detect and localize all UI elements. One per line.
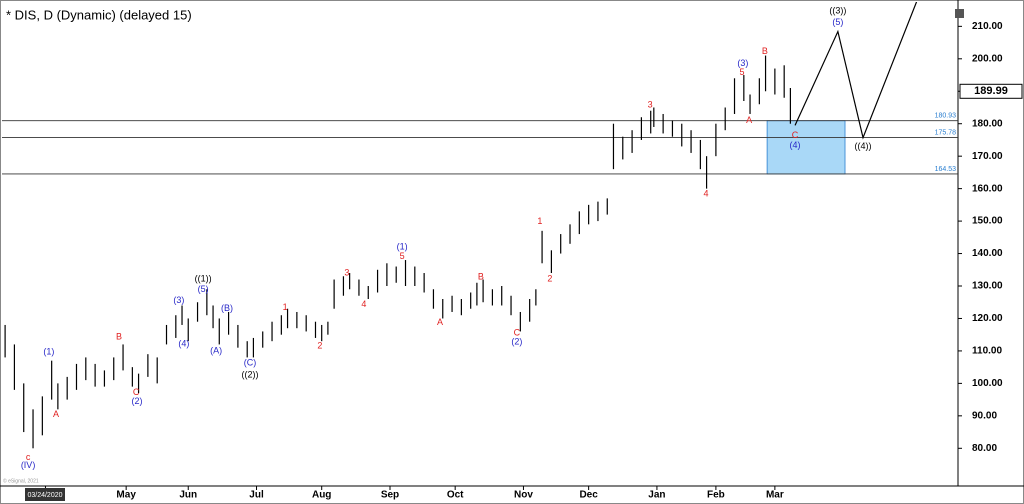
wave-label: (5) (832, 17, 843, 27)
y-tick-label: 110.00 (972, 346, 1002, 357)
x-tick-label: Aug (312, 490, 331, 501)
wave-label: (1) (43, 347, 54, 357)
wave-label: (IV) (21, 460, 36, 470)
y-tick-label: 80.00 (972, 443, 997, 454)
wave-label: c (26, 452, 31, 462)
level-label: 180.93 (935, 113, 957, 120)
wave-label: 5 (739, 67, 744, 77)
footer: © eSignal, 2021 (3, 477, 39, 484)
x-tick-label: Mar (766, 490, 784, 501)
wave-label: ((1)) (195, 274, 212, 284)
wave-label: B (116, 331, 122, 341)
wave-label: ((2)) (242, 370, 259, 380)
y-tick-label: 180.00 (972, 118, 1003, 129)
wave-label: 1 (537, 216, 542, 226)
y-tick-label: 170.00 (972, 151, 1003, 162)
wave-label: A (746, 115, 752, 125)
target-zone (766, 120, 846, 175)
x-tick-label: Sep (381, 490, 399, 501)
wave-label: 5 (400, 251, 405, 261)
x-tick-label: Nov (514, 490, 533, 501)
wave-label: (1) (397, 241, 408, 251)
wave-label: 2 (547, 274, 552, 284)
level-label: 164.53 (935, 166, 957, 173)
projection-line (794, 2, 918, 140)
x-tick-label: Jan (648, 490, 665, 501)
wave-label: (3) (173, 295, 184, 305)
date-box-label: 03/24/2020 (27, 492, 62, 499)
wave-label: (2) (511, 337, 522, 347)
wave-label: C (133, 387, 140, 397)
x-tick-label: Dec (579, 490, 598, 501)
wave-label: ((3)) (829, 5, 846, 15)
wave-label: 4 (361, 299, 366, 309)
date-box (25, 488, 65, 501)
wave-label: (4) (790, 140, 801, 150)
chart-title: * DIS, D (Dynamic) (delayed 15) (6, 7, 192, 22)
y-tick-label: 100.00 (972, 378, 1003, 389)
wave-label: (2) (132, 396, 143, 406)
wave-label: (4) (178, 338, 189, 348)
wave-label: C (514, 327, 521, 337)
y-tick-label: 120.00 (972, 313, 1003, 324)
wave-label: B (478, 272, 484, 282)
wave-label: A (437, 317, 443, 327)
x-tick-label: Jun (179, 490, 197, 501)
x-tick-label: May (116, 490, 136, 501)
corner-icon (955, 9, 964, 18)
axes: 80.00 90.00 100.00 110.00 120.00 130.00 140.00… (25, 21, 1023, 501)
y-tick-label: 90.00 (972, 410, 997, 421)
x-tick-label: Oct (447, 490, 464, 501)
last-price-label: 189.99 (974, 85, 1008, 97)
y-tick-label: 160.00 (972, 183, 1003, 194)
y-tick-label: 140.00 (972, 248, 1003, 259)
wave-label: (C) (244, 358, 257, 368)
wave-label: (A) (210, 345, 222, 355)
wave-label: (3) (737, 58, 748, 68)
wave-label: 3 (648, 100, 653, 110)
wave-label: 3 (344, 267, 349, 277)
wave-label: 4 (703, 189, 708, 199)
wave-label: B (762, 46, 768, 56)
plot-area (2, 2, 958, 449)
wave-label: C (792, 130, 799, 140)
x-tick-label: Jul (249, 490, 264, 501)
y-tick-label: 210.00 (972, 21, 1003, 32)
wave-label: A (53, 409, 59, 419)
last-price-box (959, 83, 1023, 99)
x-tick-label: Feb (707, 490, 725, 501)
level-label: 175.78 (935, 129, 957, 136)
y-tick-label: 150.00 (972, 216, 1003, 227)
wave-label: ((4)) (855, 141, 872, 151)
wave-label: 1 (283, 302, 288, 312)
y-tick-label: 200.00 (972, 53, 1003, 64)
wave-label: (B) (221, 303, 233, 313)
wave-label: 2 (317, 340, 322, 350)
wave-label: (5) (198, 284, 209, 294)
y-tick-label: 130.00 (972, 281, 1003, 292)
